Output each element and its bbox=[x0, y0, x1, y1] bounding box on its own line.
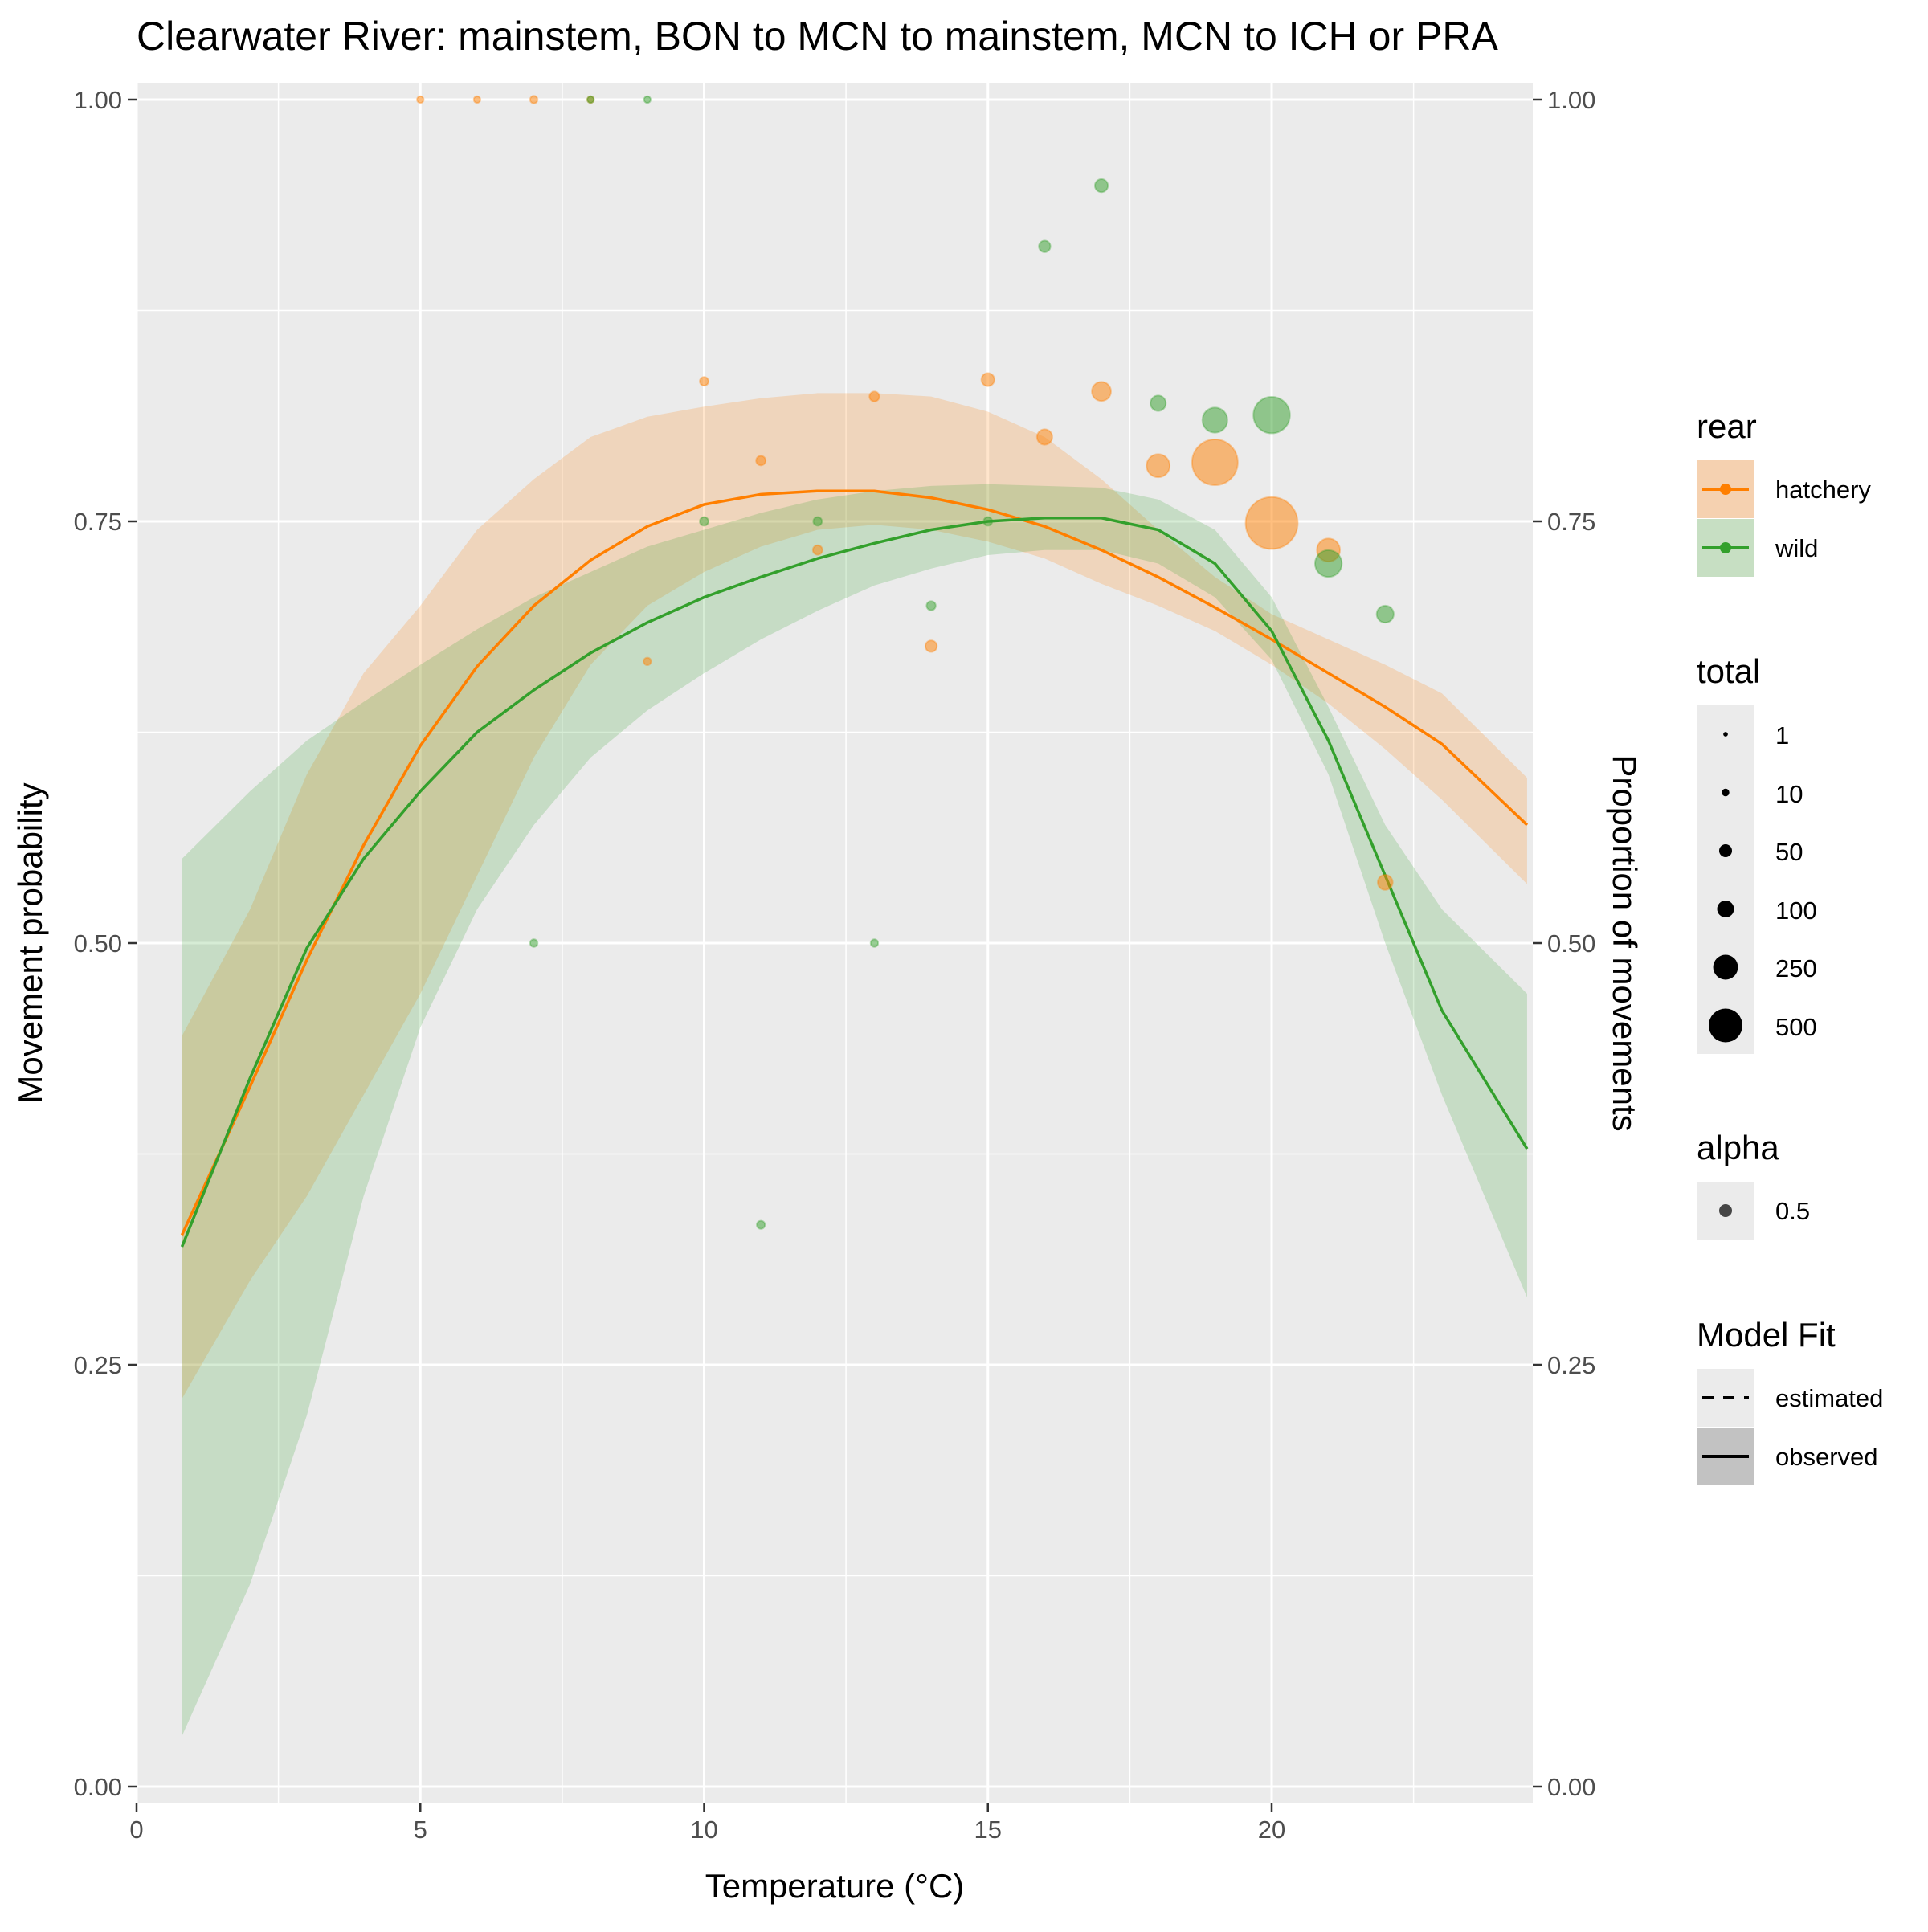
point-wild bbox=[643, 95, 652, 104]
point-hatchery bbox=[472, 95, 482, 104]
legend-model-fit-title: Model Fit bbox=[1697, 1316, 1836, 1354]
x-tick-label: 5 bbox=[414, 1816, 427, 1844]
point-hatchery bbox=[755, 455, 767, 467]
y2-tick-label: 0.50 bbox=[1547, 929, 1595, 958]
ci-band-hatchery bbox=[182, 393, 1527, 1399]
fit-lines bbox=[180, 489, 1529, 1248]
point-wild bbox=[1093, 178, 1109, 194]
fit-line-hatchery bbox=[180, 489, 1529, 1236]
legend-model-fit-label-observed: observed bbox=[1775, 1443, 1878, 1471]
point-hatchery bbox=[924, 639, 938, 653]
point-hatchery bbox=[1376, 874, 1394, 891]
point-hatchery bbox=[1191, 439, 1239, 486]
point-hatchery bbox=[1091, 381, 1112, 402]
legend-alpha-dot bbox=[1719, 1204, 1732, 1217]
point-hatchery bbox=[868, 390, 880, 402]
point-hatchery bbox=[643, 656, 652, 666]
y-tick-label: 0.00 bbox=[74, 1773, 122, 1801]
x-axis-title: Temperature (°C) bbox=[705, 1867, 965, 1905]
y2-tick-label: 0.25 bbox=[1547, 1351, 1595, 1379]
legend-total-dot-10 bbox=[1722, 788, 1730, 797]
legend-total-label-50: 50 bbox=[1775, 838, 1803, 866]
y2-tick-label: 0.00 bbox=[1547, 1773, 1595, 1801]
fit-line-wild bbox=[180, 517, 1529, 1248]
y-tick-label: 0.25 bbox=[74, 1351, 122, 1379]
point-wild bbox=[756, 1219, 766, 1230]
legend-total-keys bbox=[1709, 732, 1742, 1043]
legend-total-label-250: 250 bbox=[1775, 954, 1817, 982]
legend-model-fit-label-estimated: estimated bbox=[1775, 1384, 1883, 1412]
point-wild bbox=[529, 938, 539, 948]
legend-total-label-1: 1 bbox=[1775, 721, 1789, 750]
y2-tick-label: 0.75 bbox=[1547, 508, 1595, 536]
legend-rear-label-wild: wild bbox=[1775, 534, 1818, 562]
point-wild bbox=[1313, 549, 1343, 578]
legend-alpha: alpha 0.5 bbox=[1697, 1129, 1810, 1240]
legend-total-label-500: 500 bbox=[1775, 1013, 1817, 1041]
legend-total-key-bg bbox=[1697, 705, 1754, 1054]
legend-rear-label-hatchery: hatchery bbox=[1775, 476, 1871, 504]
point-wild bbox=[1252, 395, 1291, 435]
legend-total: total 1 10 50 100 250 500 bbox=[1697, 652, 1817, 1054]
point-hatchery bbox=[811, 544, 823, 556]
point-hatchery bbox=[980, 372, 995, 387]
point-hatchery bbox=[529, 95, 539, 104]
point-wild bbox=[1201, 406, 1228, 434]
legend-total-dot-50 bbox=[1718, 843, 1733, 858]
point-hatchery bbox=[699, 376, 709, 387]
x-tick-label: 0 bbox=[129, 1816, 143, 1844]
point-wild bbox=[1038, 239, 1052, 253]
point-hatchery bbox=[1146, 453, 1171, 479]
point-wild bbox=[812, 516, 823, 527]
point-wild bbox=[1150, 394, 1167, 412]
point-wild bbox=[869, 938, 880, 948]
point-hatchery bbox=[1035, 428, 1053, 446]
legend-total-label-10: 10 bbox=[1775, 780, 1803, 808]
point-hatchery bbox=[1244, 496, 1299, 550]
y2-axis-title: Proportion of movements bbox=[1606, 754, 1644, 1131]
point-hatchery bbox=[416, 95, 425, 104]
axes: 0 5 10 15 20 0.00 0.00 0.25 0.25 0.50 0.50 0.75 0.75… bbox=[74, 86, 1596, 1844]
point-wild bbox=[982, 516, 994, 527]
legend-rear: rear hatchery wild bbox=[1697, 407, 1871, 577]
ci-band-wild bbox=[182, 484, 1527, 1736]
legend-total-dot-1 bbox=[1723, 732, 1728, 737]
point-wild bbox=[699, 516, 709, 527]
legend-rear-title: rear bbox=[1697, 407, 1757, 445]
y-tick-label: 0.75 bbox=[74, 508, 122, 536]
confidence-bands bbox=[182, 393, 1527, 1736]
legend-total-dot-500 bbox=[1709, 1008, 1742, 1043]
y-tick-label: 1.00 bbox=[74, 86, 122, 114]
point-wild bbox=[1375, 604, 1395, 624]
observed-points bbox=[416, 95, 1395, 1230]
point-wild bbox=[586, 95, 595, 104]
legend-alpha-label: 0.5 bbox=[1775, 1197, 1810, 1225]
chart-title: Clearwater River: mainstem, BON to MCN t… bbox=[137, 14, 1498, 59]
legend-rear-dot-hatchery bbox=[1720, 484, 1731, 495]
y2-tick-label: 1.00 bbox=[1547, 86, 1595, 114]
x-tick-label: 20 bbox=[1258, 1816, 1285, 1844]
legend-total-title: total bbox=[1697, 652, 1760, 690]
x-tick-label: 10 bbox=[690, 1816, 717, 1844]
point-wild bbox=[925, 600, 937, 611]
y-tick-label: 0.50 bbox=[74, 929, 122, 958]
legend-rear-dot-wild bbox=[1720, 542, 1731, 553]
legend-total-dot-100 bbox=[1717, 901, 1734, 917]
legend-total-dot-250 bbox=[1713, 954, 1738, 980]
y-axis-title: Movement probability bbox=[11, 782, 49, 1103]
legend-total-label-100: 100 bbox=[1775, 897, 1817, 925]
x-tick-label: 15 bbox=[974, 1816, 1002, 1844]
legend-model-fit: Model Fit estimated observed bbox=[1697, 1316, 1883, 1485]
legend-alpha-title: alpha bbox=[1697, 1129, 1779, 1166]
